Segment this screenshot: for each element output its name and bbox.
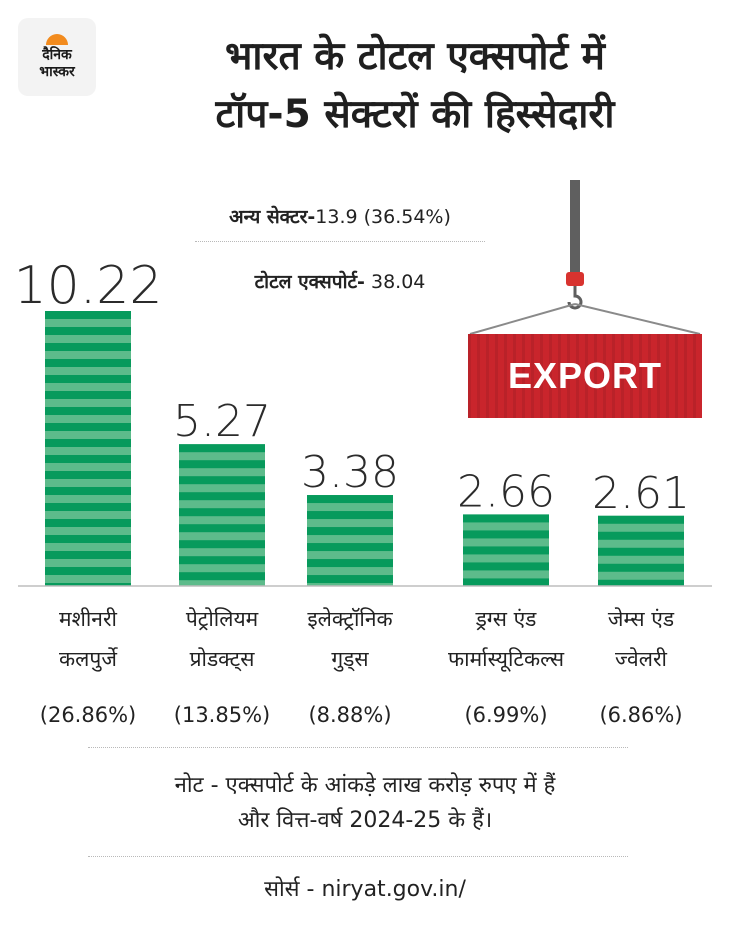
- sun-icon: [46, 33, 68, 45]
- value-label-4: 2.66: [457, 466, 555, 517]
- title-line1: भारत के टोटल एक्सपोर्ट में: [225, 34, 605, 79]
- source-credit: सोर्स - niryat.gov.in/: [264, 877, 466, 902]
- crane-cable: [570, 180, 580, 272]
- dainik-bhaskar-logo: दैनिक भास्कर: [18, 18, 96, 96]
- category-label-4-line-1: ड्रग्स एंड: [475, 607, 538, 631]
- value-label-2: 5.27: [173, 396, 271, 447]
- footnote-line1: नोट - एक्सपोर्ट के आंकड़े लाख करोड़ रुपए…: [174, 773, 556, 798]
- other-sectors-label: अन्य सेक्टर-: [229, 206, 316, 228]
- crane-rope-left: [469, 303, 576, 335]
- page-title: भारत के टोटल एक्सपोर्ट में टॉप-5 सेक्टरो…: [110, 28, 720, 144]
- bar-2: [179, 444, 265, 586]
- value-label-3: 3.38: [301, 447, 399, 498]
- share-label-2: (13.85%): [174, 703, 270, 727]
- crane-illustration: [469, 180, 701, 335]
- value-label-5: 2.61: [592, 468, 690, 519]
- container-label: EXPORT: [507, 355, 663, 396]
- note-divider-top: [88, 747, 628, 748]
- category-label-1-line-2: कलपुर्जे: [59, 647, 119, 672]
- other-sectors-value: 13.9 (36.54%): [315, 206, 451, 228]
- category-label-5-line-2: ज्वेलरी: [615, 647, 668, 671]
- category-label-3-line-2: गुड्स: [331, 647, 369, 672]
- bar-1: [45, 311, 131, 586]
- share-label-5: (6.86%): [599, 703, 682, 727]
- category-label-3-line-1: इलेक्ट्रॉनिक: [307, 607, 393, 631]
- category-label-2-line-1: पेट्रोलियम: [186, 607, 259, 631]
- category-label-5-line-1: जेम्स एंड: [608, 607, 675, 631]
- bar-4: [463, 514, 549, 586]
- logo-line1: दैनिक: [42, 46, 72, 63]
- share-label-4: (6.99%): [464, 703, 547, 727]
- total-export-value: 38.04: [364, 271, 426, 293]
- footnote: नोट - एक्सपोर्ट के आंकड़े लाख करोड़ रुपए…: [60, 768, 670, 838]
- category-label-4-line-2: फार्मास्यूटिकल्स: [448, 647, 565, 672]
- share-label-1: (26.86%): [40, 703, 136, 727]
- total-export-label: टोटल एक्सपोर्ट-: [254, 271, 365, 293]
- crane-rope-right: [574, 303, 701, 335]
- note-divider-bottom: [88, 856, 628, 857]
- crane-hook-block: [566, 272, 584, 286]
- other-sectors-stat: अन्य सेक्टर-13.9 (36.54%): [190, 203, 490, 229]
- logo-line2: भास्कर: [39, 63, 75, 80]
- title-line2: टॉप-5 सेक्टरों की हिस्सेदारी: [215, 92, 615, 137]
- footnote-line2: और वित्त-वर्ष 2024-25 के हैं।: [237, 808, 493, 833]
- share-label-3: (8.88%): [308, 703, 391, 727]
- bar-3: [307, 495, 393, 586]
- total-export-stat: टोटल एक्सपोर्ट- 38.04: [190, 268, 490, 294]
- bar-5: [598, 515, 684, 586]
- stat-divider: [195, 241, 485, 242]
- category-label-2-line-2: प्रोडक्ट्स: [190, 647, 256, 672]
- category-label-1-line-1: मशीनरी: [59, 607, 118, 631]
- value-label-1: 10.22: [14, 256, 163, 316]
- export-container: EXPORT: [468, 334, 702, 418]
